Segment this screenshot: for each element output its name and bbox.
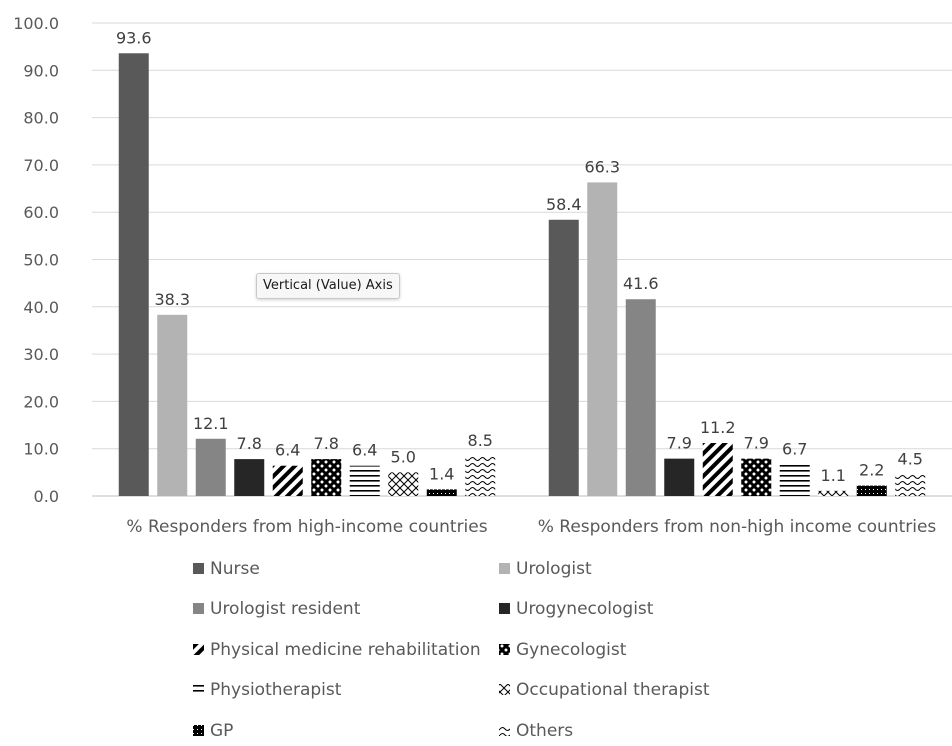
data-label: 4.5	[898, 450, 923, 469]
bar	[779, 464, 810, 496]
y-tick-label: 90.0	[23, 61, 59, 80]
legend-label: Occupational therapist	[516, 680, 710, 700]
bar	[311, 459, 342, 496]
legend-swatch	[193, 563, 204, 574]
data-label: 2.2	[859, 461, 884, 480]
data-label: 8.5	[468, 431, 493, 450]
y-tick-label: 10.0	[23, 440, 59, 459]
y-tick-label: 80.0	[23, 109, 59, 128]
legend-swatch	[193, 603, 204, 614]
legend-label: GP	[210, 721, 233, 741]
data-label: 6.4	[352, 441, 377, 460]
legend-swatch	[193, 644, 204, 655]
y-axis[interactable]: 0.0 10.0 20.0 30.0 40.0 50.0 60.0 70.0 80.0 90.0 1…	[13, 14, 59, 506]
data-label: 38.3	[154, 290, 190, 309]
y-tick-label: 60.0	[23, 203, 59, 222]
legend-label: Urologist resident	[210, 599, 361, 619]
data-label: 6.4	[275, 441, 300, 460]
legend-swatch	[193, 684, 204, 695]
legend-swatch	[499, 725, 510, 736]
data-label: 7.8	[314, 434, 339, 453]
y-tick-label: 50.0	[23, 251, 59, 270]
bar	[625, 299, 656, 496]
data-label: 58.4	[546, 195, 582, 214]
legend-label: Gynecologist	[516, 640, 627, 660]
bar	[818, 490, 849, 496]
axis-tooltip: Vertical (Value) Axis	[256, 273, 400, 299]
bar	[664, 458, 695, 496]
legend-swatch	[499, 684, 510, 695]
bar	[426, 489, 457, 496]
bar	[195, 438, 226, 496]
y-tick-label: 100.0	[13, 14, 59, 33]
data-label: 41.6	[623, 274, 659, 293]
data-label: 6.7	[782, 439, 807, 458]
bar	[465, 455, 496, 496]
bar	[157, 314, 188, 496]
bar	[349, 465, 380, 496]
bar	[388, 472, 419, 496]
y-tick-label: 20.0	[23, 392, 59, 411]
data-label: 7.9	[667, 434, 692, 453]
data-label: 5.0	[391, 447, 416, 466]
category-label: % Responders from non-high income countr…	[538, 517, 937, 537]
bar	[234, 459, 265, 496]
legend-swatch	[499, 644, 510, 655]
y-tick-label: 0.0	[34, 487, 59, 506]
category-label: % Responders from high-income countries	[126, 517, 487, 537]
bar	[272, 465, 303, 496]
bar	[118, 53, 149, 496]
bar	[587, 182, 618, 496]
bar	[895, 474, 926, 496]
legend-label: Physical medicine rehabilitation	[210, 640, 481, 660]
bar	[856, 485, 887, 496]
legend-label: Nurse	[210, 559, 260, 579]
bar	[741, 458, 772, 496]
data-label: 66.3	[584, 157, 620, 176]
data-label: 1.4	[429, 464, 454, 483]
gridlines	[92, 22, 952, 497]
legend-swatch	[499, 563, 510, 574]
legend-swatch	[193, 725, 204, 736]
legend-label: Others	[516, 721, 573, 741]
y-tick-label: 70.0	[23, 156, 59, 175]
data-label: 1.1	[821, 466, 846, 485]
legend-swatch	[499, 603, 510, 614]
data-labels: 93.6 38.3 12.1 7.8 6.4 7.8 6.4 5.0 1.4 8.5 58.466.…	[116, 28, 923, 485]
y-tick-label: 40.0	[23, 298, 59, 317]
bar	[548, 219, 579, 496]
data-label: 7.8	[237, 434, 262, 453]
data-label: 7.9	[744, 434, 769, 453]
data-label: 12.1	[193, 414, 229, 433]
data-label: 93.6	[116, 28, 152, 47]
legend-label: Urogynecologist	[516, 599, 654, 619]
data-label: 11.2	[700, 418, 736, 437]
x-axis: % Responders from high-income countries%…	[126, 517, 936, 537]
legend-label: Urologist	[516, 559, 592, 579]
bars	[118, 53, 926, 496]
y-tick-label: 30.0	[23, 345, 59, 364]
legend-label: Physiotherapist	[210, 680, 342, 700]
legend: Nurse Urologist Urologist resident Urogynec…	[193, 559, 710, 741]
bar	[702, 443, 733, 496]
